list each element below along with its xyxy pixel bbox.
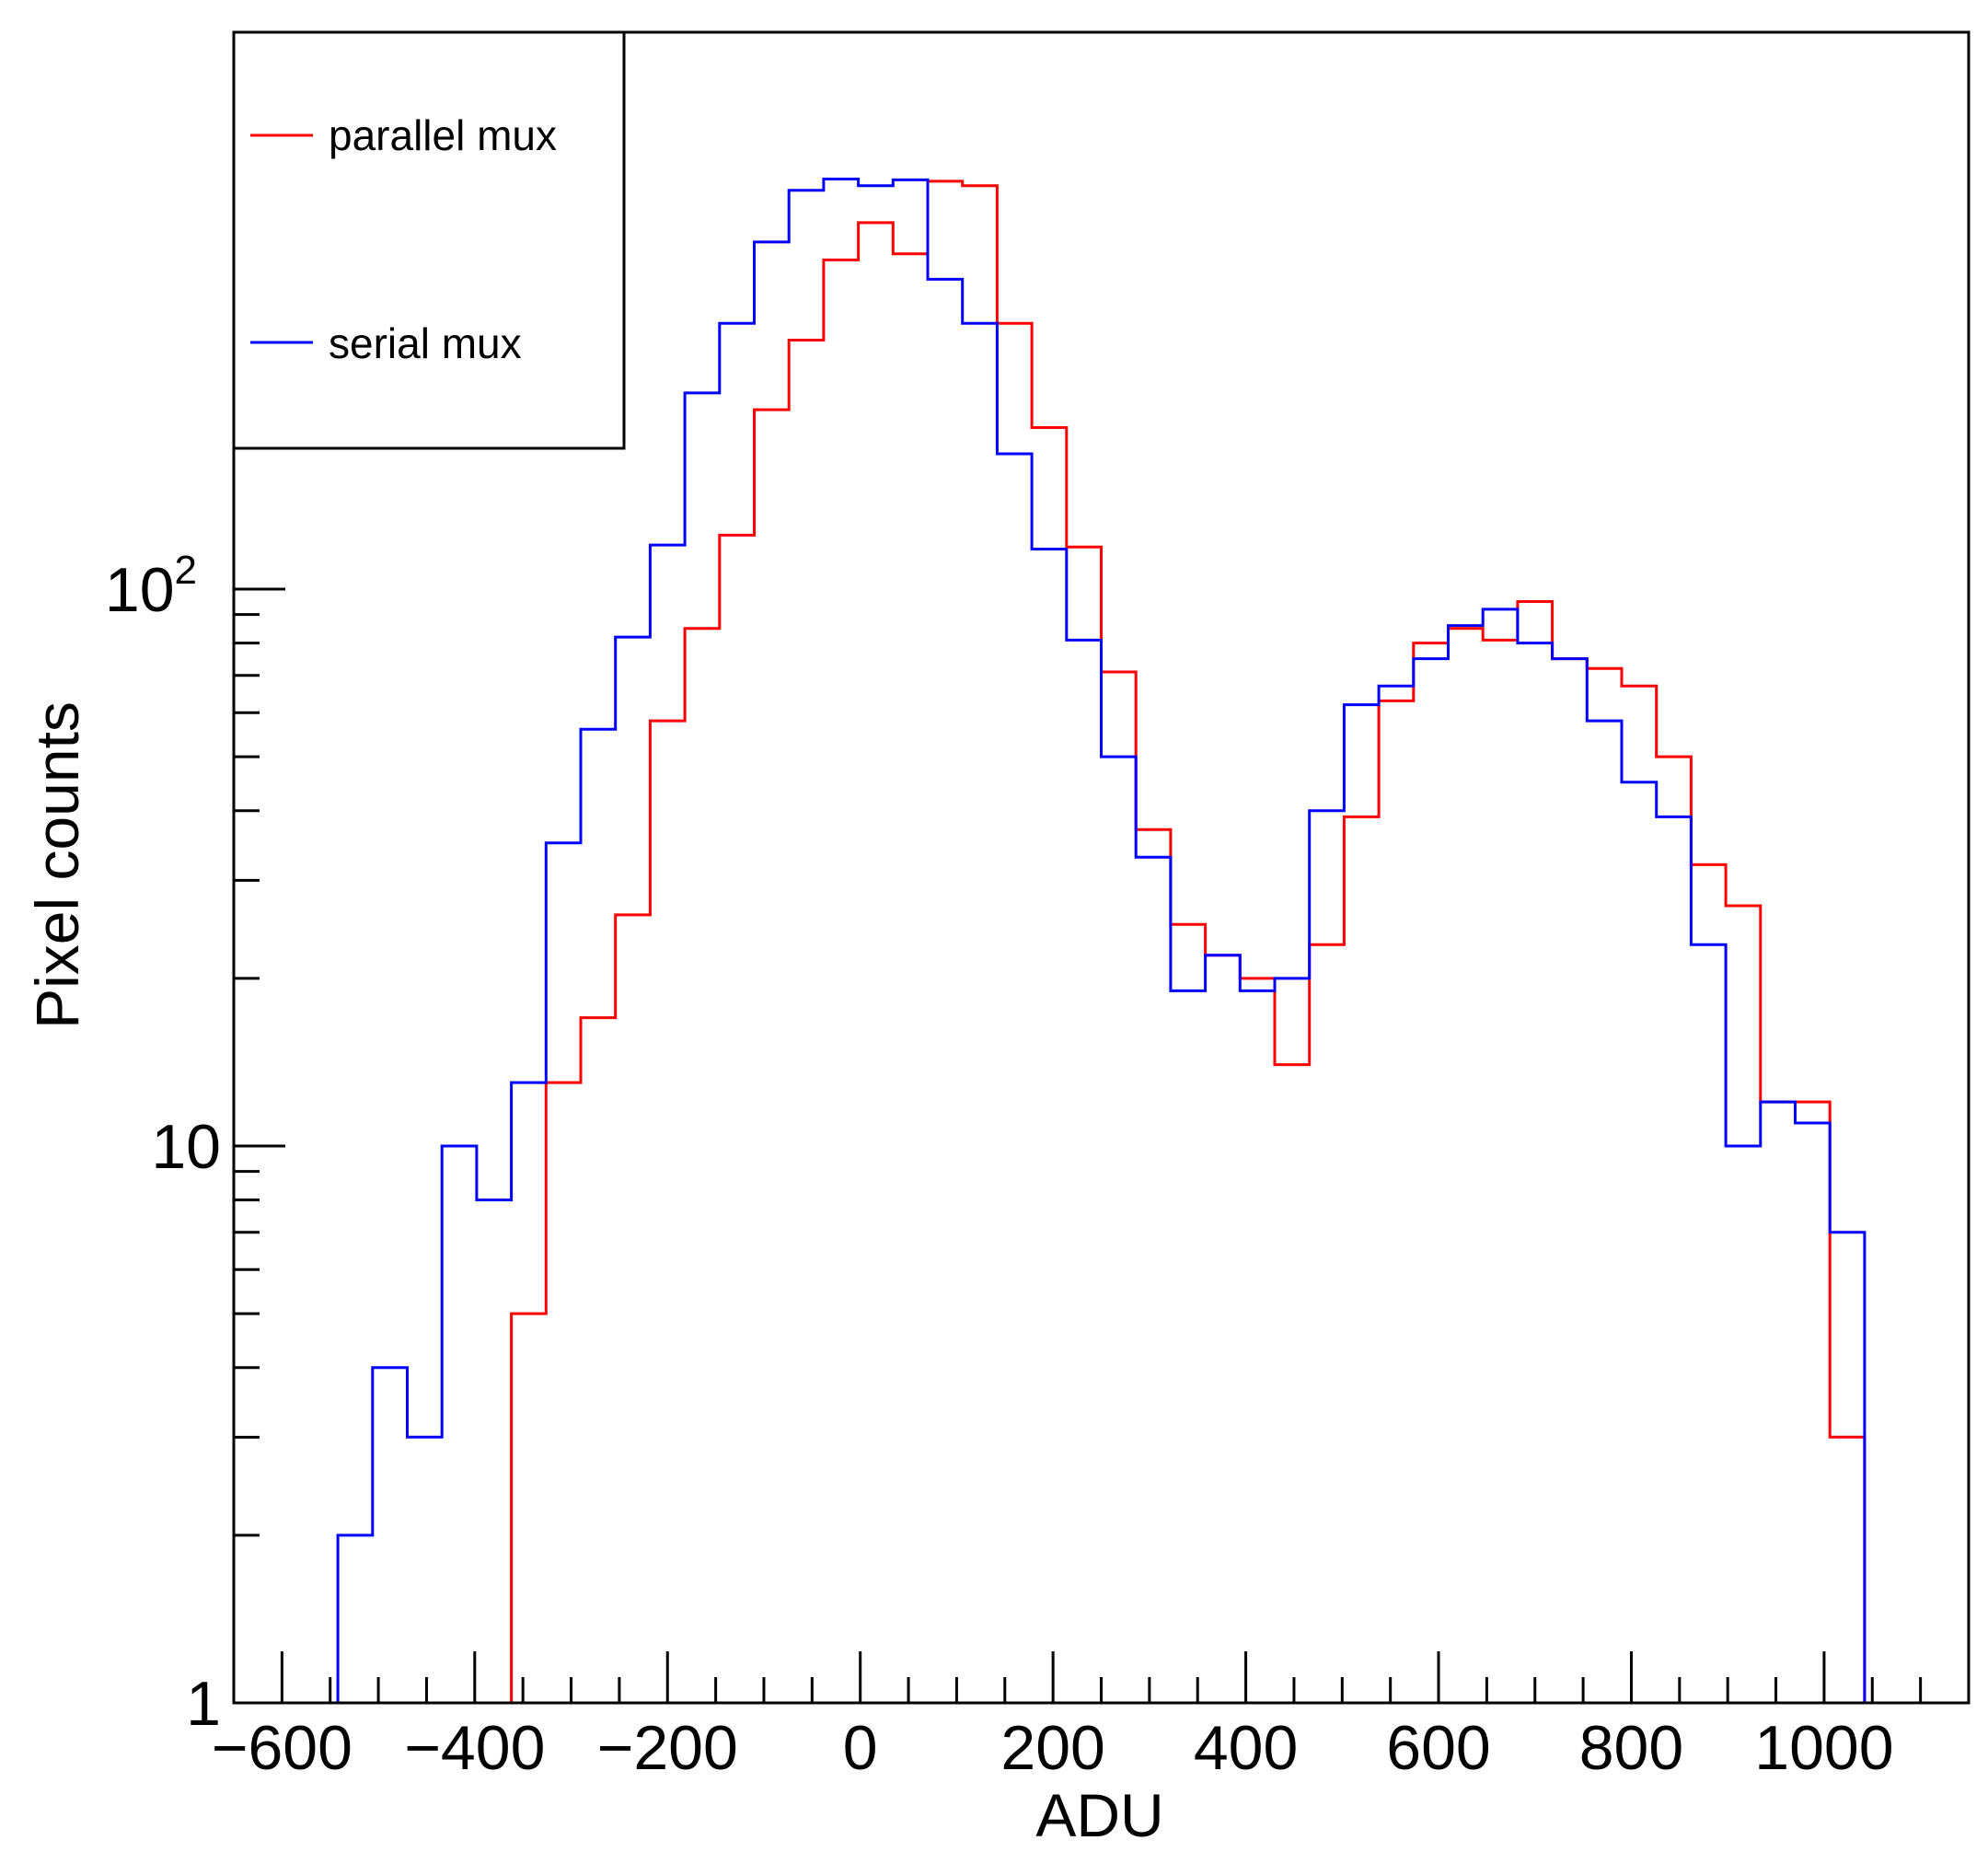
x-tick-label: 0 <box>843 1713 878 1783</box>
x-tick-label: 200 <box>1000 1713 1104 1783</box>
legend: parallel mux serial mux <box>232 30 626 450</box>
x-tick-label: 400 <box>1194 1713 1298 1783</box>
y-tick-label: 1 <box>186 1669 221 1739</box>
legend-label-parallel-mux: parallel mux <box>329 111 557 159</box>
x-tick-label: 1000 <box>1754 1713 1893 1783</box>
y-axis-title: Pixel counts <box>23 701 91 1029</box>
legend-label-serial-mux: serial mux <box>329 319 522 367</box>
x-tick-label: −200 <box>597 1713 738 1783</box>
y-tick-label: 10 <box>151 1112 221 1182</box>
x-tick-label: −400 <box>404 1713 545 1783</box>
x-tick-label: 800 <box>1579 1713 1683 1783</box>
x-axis-title: ADU <box>1035 1781 1163 1849</box>
x-tick-label: −600 <box>212 1713 353 1783</box>
y-tick-label: 102 <box>105 548 197 625</box>
series-line-serial-mux <box>234 178 1969 1705</box>
legend-box <box>232 30 626 450</box>
series-line-parallel-mux <box>234 179 1969 1705</box>
x-axis: −600 −400 −200 0 200 400 600 800 1000 <box>212 1651 1923 1783</box>
x-tick-label: 600 <box>1386 1713 1490 1783</box>
y-axis: 1 10 102 <box>105 56 285 1739</box>
series-layer <box>234 178 1969 1705</box>
